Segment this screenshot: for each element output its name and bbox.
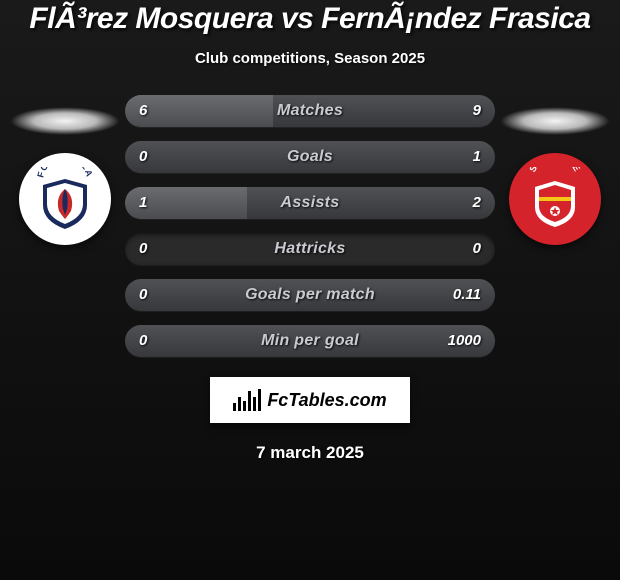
stat-row: 6Matches9: [125, 95, 495, 127]
stat-label: Goals: [125, 141, 495, 173]
page-title: FlÃ³rez Mosquera vs FernÃ¡ndez Frasica: [29, 2, 590, 36]
stat-label: Matches: [125, 95, 495, 127]
svg-text:FORTALEZA: FORTALEZA: [37, 167, 93, 179]
stat-value-right: 0.11: [453, 279, 481, 311]
stat-row: 0Hattricks0: [125, 233, 495, 265]
svg-text:SANTA FE: SANTA FE: [527, 167, 582, 174]
left-club-name: FORTALEZA: [37, 167, 93, 179]
stat-value-right: 1: [473, 141, 481, 173]
page-subtitle: Club competitions, Season 2025: [195, 50, 425, 67]
left-club-badge: FORTALEZA: [19, 153, 111, 245]
stat-value-right: 9: [473, 95, 481, 127]
date-label: 7 march 2025: [256, 443, 364, 463]
stat-label: Hattricks: [125, 233, 495, 265]
right-club-name: SANTA FE: [527, 167, 582, 174]
source-logo: FcTables.com: [210, 377, 410, 423]
player-halo-left: [10, 107, 120, 135]
stat-row: 0Goals per match0.11: [125, 279, 495, 311]
stat-label: Goals per match: [125, 279, 495, 311]
left-player-col: FORTALEZA: [5, 95, 125, 245]
right-player-col: SANTA FE: [495, 95, 615, 245]
player-halo-right: [500, 107, 610, 135]
stat-value-right: 0: [473, 233, 481, 265]
stat-row: 0Min per goal1000: [125, 325, 495, 357]
stats-bars: 6Matches90Goals11Assists20Hattricks00Goa…: [125, 95, 495, 357]
shield-icon: FORTALEZA: [37, 167, 93, 231]
shield-icon: SANTA FE: [527, 167, 583, 231]
stat-value-right: 2: [473, 187, 481, 219]
stat-row: 1Assists2: [125, 187, 495, 219]
right-club-badge: SANTA FE: [509, 153, 601, 245]
stat-label: Min per goal: [125, 325, 495, 357]
stat-value-right: 1000: [448, 325, 481, 357]
bars-icon: [233, 389, 261, 411]
comparison-row: FORTALEZA 6Matches90Goals11Assists20Hatt…: [0, 95, 620, 357]
stat-label: Assists: [125, 187, 495, 219]
stat-row: 0Goals1: [125, 141, 495, 173]
source-name: FcTables.com: [267, 390, 386, 411]
